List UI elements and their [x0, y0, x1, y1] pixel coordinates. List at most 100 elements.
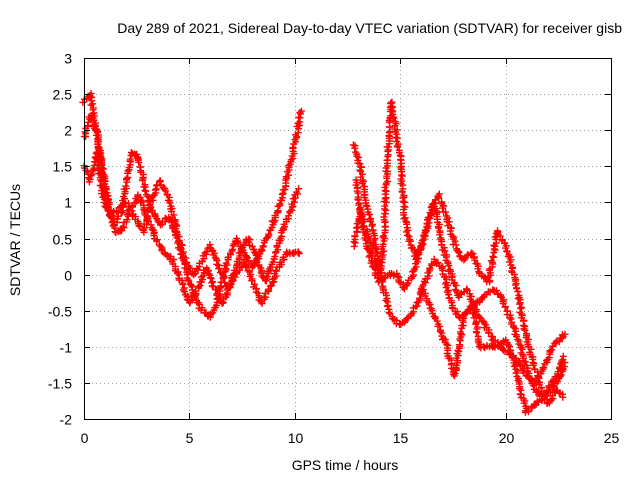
- data-point: [183, 259, 191, 266]
- data-point: [412, 255, 420, 263]
- data-point: [297, 107, 305, 115]
- data-point: [190, 271, 198, 279]
- data-point: [561, 359, 569, 367]
- data-point: [161, 214, 169, 222]
- data-point: [486, 277, 494, 285]
- grid-lines: [84, 58, 611, 419]
- data-point: [294, 248, 302, 256]
- y-tick-label: 0: [64, 268, 72, 284]
- series-track-2: [80, 111, 303, 307]
- data-point: [384, 177, 392, 185]
- data-point: [382, 206, 390, 214]
- data-point: [559, 352, 567, 360]
- data-point: [418, 236, 426, 244]
- data-points: [79, 90, 569, 416]
- data-point: [146, 201, 154, 209]
- data-point: [162, 187, 169, 195]
- data-point: [435, 194, 443, 202]
- data-point: [138, 197, 146, 205]
- data-point: [403, 220, 411, 228]
- data-point: [385, 308, 393, 316]
- data-point: [366, 252, 374, 259]
- data-point: [403, 315, 411, 323]
- data-point: [456, 328, 464, 336]
- data-point: [488, 259, 496, 266]
- data-point: [187, 281, 195, 289]
- data-point: [518, 303, 526, 311]
- data-point: [516, 385, 523, 393]
- data-point: [437, 328, 444, 336]
- data-point: [175, 237, 183, 245]
- data-point: [389, 113, 397, 121]
- data-point: [513, 332, 520, 340]
- data-point: [389, 315, 397, 323]
- x-axis-label: GPS time / hours: [292, 457, 399, 473]
- data-point: [539, 363, 547, 371]
- data-point: [382, 194, 390, 202]
- data-point: [355, 205, 363, 213]
- data-point: [449, 370, 457, 378]
- data-point: [272, 266, 280, 274]
- data-point: [393, 269, 401, 277]
- data-point: [443, 340, 451, 348]
- series-track-3: [80, 148, 303, 307]
- y-tick-label: 0.5: [53, 232, 73, 248]
- data-point: [514, 288, 522, 295]
- data-point: [436, 231, 444, 239]
- data-point: [499, 346, 507, 354]
- data-point: [101, 202, 109, 210]
- data-point: [506, 258, 514, 266]
- data-point: [489, 252, 497, 260]
- data-point: [496, 293, 504, 300]
- data-point: [264, 233, 271, 241]
- data-point: [475, 313, 483, 321]
- series-track-6: [352, 176, 567, 407]
- data-point: [109, 209, 117, 217]
- data-point: [231, 273, 239, 281]
- data-point: [367, 259, 375, 267]
- y-tick-label: 1.5: [53, 159, 73, 175]
- axis-ticks: [84, 58, 612, 420]
- data-point: [195, 283, 202, 291]
- data-point: [455, 249, 463, 256]
- y-tick-label: 3: [64, 51, 72, 67]
- data-point: [531, 401, 539, 409]
- data-point: [136, 222, 144, 230]
- data-point: [194, 266, 202, 274]
- data-point: [365, 211, 373, 219]
- data-point: [394, 134, 401, 142]
- data-point: [96, 166, 103, 174]
- data-point: [89, 117, 97, 125]
- data-point: [163, 251, 171, 259]
- data-point: [557, 371, 565, 379]
- data-point: [259, 242, 267, 250]
- data-point: [139, 177, 147, 185]
- data-point: [382, 187, 390, 195]
- data-point: [205, 270, 213, 278]
- data-point: [266, 282, 274, 290]
- data-point: [559, 393, 567, 401]
- data-point: [528, 375, 536, 383]
- y-tick-label: -1.5: [48, 376, 72, 392]
- data-point: [135, 158, 143, 166]
- data-point: [82, 167, 90, 174]
- data-point: [470, 314, 478, 322]
- data-point: [520, 399, 528, 407]
- data-point: [399, 197, 407, 205]
- data-point: [95, 145, 102, 153]
- data-point: [403, 231, 411, 239]
- data-point: [276, 200, 284, 208]
- data-point: [88, 170, 96, 178]
- data-point: [506, 314, 514, 321]
- x-tick-label: 15: [393, 430, 409, 446]
- chart-title: Day 289 of 2021, Sidereal Day-to-day VTE…: [117, 20, 622, 36]
- data-point: [286, 207, 294, 215]
- data-point: [547, 396, 555, 404]
- data-point: [492, 287, 500, 295]
- data-point: [234, 239, 242, 247]
- data-point: [166, 199, 174, 207]
- data-point: [351, 232, 359, 240]
- x-tick-label: 0: [81, 430, 89, 446]
- data-point: [557, 360, 565, 368]
